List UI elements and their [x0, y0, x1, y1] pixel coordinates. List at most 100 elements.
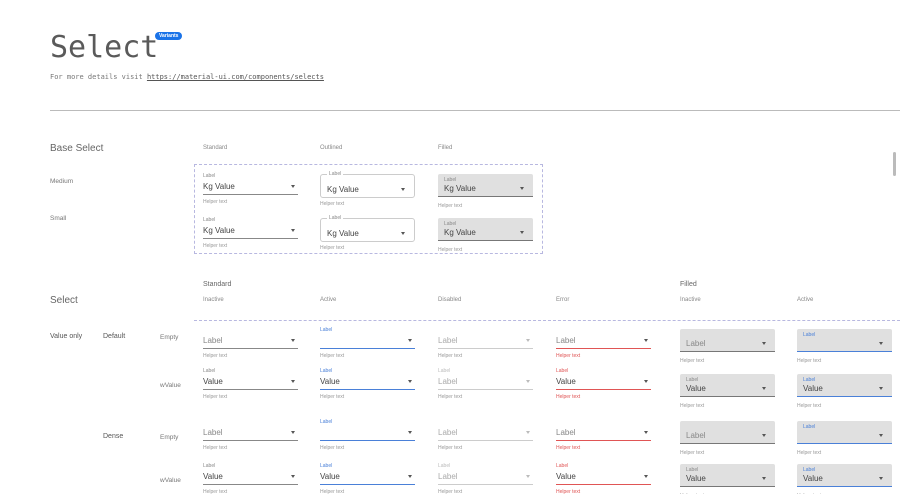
col-outlined: Outlined: [320, 145, 343, 151]
select-input-box[interactable]: Label: [320, 418, 415, 441]
select-input-box[interactable]: Label: [556, 326, 651, 349]
page-title: Select: [50, 30, 159, 65]
field-value: Kg Value: [327, 229, 359, 238]
field-value: Label: [556, 336, 576, 345]
dropdown-arrow-icon: [291, 380, 295, 383]
dropdown-arrow-icon: [762, 477, 766, 480]
select-input-box[interactable]: Label: [556, 418, 651, 441]
select-input-box[interactable]: Label: [680, 421, 775, 444]
helper-text: Helper text: [320, 489, 345, 494]
select-input-box[interactable]: Label Value: [203, 462, 298, 485]
helper-text: Helper text: [320, 201, 345, 207]
col-2-disabled: Disabled: [438, 297, 462, 303]
select-input-box[interactable]: Label: [797, 421, 892, 444]
dropdown-arrow-icon: [879, 477, 883, 480]
select-input-box[interactable]: Label Kg Value: [320, 171, 415, 198]
helper-text: Helper text: [203, 353, 228, 359]
select-input-box[interactable]: Label Kg Value: [438, 218, 533, 241]
subtitle-text: For more details visit: [50, 73, 147, 81]
dropdown-arrow-icon: [644, 475, 648, 478]
select-input-box[interactable]: Label Value: [797, 374, 892, 397]
select-input-box[interactable]: Label Value: [680, 374, 775, 397]
dropdown-arrow-icon: [526, 475, 530, 478]
field-label: Label: [327, 171, 344, 177]
field-value: Label: [438, 428, 458, 437]
dropdown-arrow-icon: [520, 187, 524, 190]
state-empty-dense: Empty: [160, 434, 179, 441]
helper-text: Helper text: [320, 245, 345, 251]
select-input-box[interactable]: Label: [680, 329, 775, 352]
select-input-box[interactable]: Label Value: [556, 367, 651, 390]
helper-text: Helper text: [203, 489, 228, 494]
select-input-box: Label Label: [438, 367, 533, 390]
field-value: Value: [556, 377, 576, 386]
group-filled: Filled: [680, 281, 697, 288]
dropdown-arrow-icon: [879, 387, 883, 390]
select-input-box[interactable]: Label: [203, 326, 298, 349]
select-input-box[interactable]: Label Kg Value: [438, 174, 533, 197]
field-value: Value: [556, 472, 576, 481]
dropdown-arrow-icon: [762, 434, 766, 437]
row-medium: Medium: [50, 178, 74, 185]
dropdown-arrow-icon: [762, 342, 766, 345]
select-input-box[interactable]: Label Kg Value: [320, 215, 415, 242]
col-3-error: Error: [556, 297, 570, 303]
select-input-box: Label: [438, 418, 533, 441]
select-input-box[interactable]: Label: [320, 326, 415, 349]
select-input-box: Label: [438, 326, 533, 349]
dropdown-arrow-icon: [401, 188, 405, 191]
scrollbar[interactable]: [893, 152, 896, 176]
field-value: Value: [203, 377, 223, 386]
helper-text: Helper text: [438, 203, 463, 209]
field-label: Label: [203, 173, 216, 179]
select-input-box[interactable]: Label Kg Value: [203, 216, 298, 239]
select-input-box[interactable]: Label Value: [556, 462, 651, 485]
base-select-title: Base Select: [50, 143, 104, 154]
dropdown-arrow-icon: [526, 380, 530, 383]
col-0-inactive: Inactive: [203, 297, 224, 303]
base-frame: [194, 164, 543, 254]
helper-text: Helper text: [797, 450, 822, 456]
field-value: Value: [203, 472, 223, 481]
docs-link[interactable]: https://material-ui.com/components/selec…: [146, 73, 324, 81]
field-value: Kg Value: [327, 185, 359, 194]
helper-text: Helper text: [680, 358, 705, 364]
dropdown-arrow-icon: [762, 387, 766, 390]
col-filled: Filled: [438, 145, 453, 151]
field-label: Label: [686, 467, 699, 473]
select-input-box[interactable]: Label Value: [680, 464, 775, 487]
dropdown-arrow-icon: [644, 380, 648, 383]
helper-text: Helper text: [556, 394, 581, 400]
helper-text: Helper text: [320, 394, 345, 400]
dropdown-arrow-icon: [401, 232, 405, 235]
field-label: Label: [320, 327, 333, 333]
select-input-box[interactable]: Label: [797, 329, 892, 352]
select-input-box[interactable]: Label Value: [203, 367, 298, 390]
dropdown-arrow-icon: [408, 380, 412, 383]
row-small: Small: [50, 215, 67, 222]
dropdown-arrow-icon: [520, 231, 524, 234]
helper-text: Helper text: [556, 353, 581, 359]
select-input-box[interactable]: Label Kg Value: [203, 172, 298, 195]
field-value: Value: [686, 384, 706, 393]
helper-text: Helper text: [203, 394, 228, 400]
field-label: Label: [803, 332, 816, 338]
field-label: Label: [203, 217, 216, 223]
state-wvalue: wValue: [160, 382, 181, 389]
select-input-box: Label Label: [438, 462, 533, 485]
select-input-box[interactable]: Label: [203, 418, 298, 441]
helper-text: Helper text: [556, 489, 581, 494]
select-input-box[interactable]: Label Value: [797, 464, 892, 487]
col-1-active: Active: [320, 297, 337, 303]
dropdown-arrow-icon: [408, 475, 412, 478]
select-input-box[interactable]: Label Value: [320, 462, 415, 485]
helper-text: Helper text: [203, 199, 228, 205]
helper-text: Helper text: [438, 353, 463, 359]
field-label: Label: [327, 215, 344, 221]
field-label: Label: [803, 377, 816, 383]
helper-text: Helper text: [680, 450, 705, 456]
helper-text: Helper text: [438, 394, 463, 400]
field-value: Value: [803, 384, 823, 393]
select-input-box[interactable]: Label Value: [320, 367, 415, 390]
field-value: Label: [203, 428, 223, 437]
